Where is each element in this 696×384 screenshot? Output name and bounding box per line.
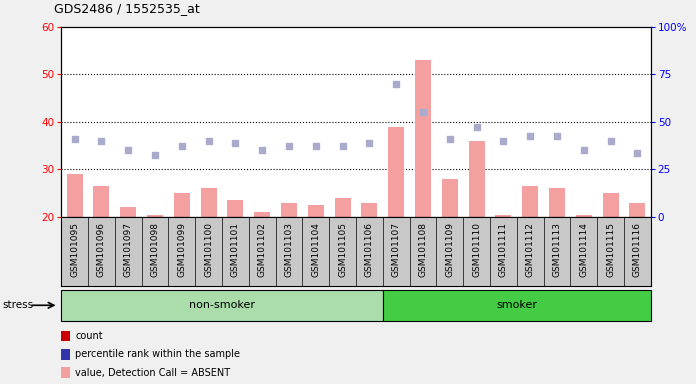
Text: GSM101104: GSM101104 [311,222,320,277]
Bar [281,203,297,217]
Bar [93,186,109,217]
Text: GSM101112: GSM101112 [525,222,535,277]
Text: GSM101115: GSM101115 [606,222,615,278]
Point [150,152,161,158]
Text: GSM101102: GSM101102 [258,222,267,277]
Bar [308,205,324,217]
Text: GSM101105: GSM101105 [338,222,347,278]
Point [310,142,322,149]
Text: GSM101111: GSM101111 [499,222,508,278]
Bar [147,215,163,217]
Bar [174,193,190,217]
Bar [576,215,592,217]
Text: GSM101098: GSM101098 [150,222,159,278]
Bar [361,203,377,217]
Bar [496,215,512,217]
Bar [335,198,351,217]
Bar [383,290,651,321]
Point [122,147,134,154]
Text: stress: stress [2,300,33,310]
Text: non-smoker: non-smoker [189,300,255,310]
Text: GSM101100: GSM101100 [204,222,213,278]
Point [69,136,80,142]
Bar [522,186,538,217]
Bar [549,189,565,217]
Bar [61,290,383,321]
Point [257,147,268,154]
Text: GSM101101: GSM101101 [231,222,240,278]
Point [525,133,536,139]
Point [578,147,590,154]
Point [632,150,643,156]
Point [498,138,509,144]
Bar [468,141,484,217]
Bar [120,207,136,217]
Point [176,142,187,149]
Point [444,136,455,142]
Point [605,138,616,144]
Text: GSM101103: GSM101103 [285,222,294,278]
Point [283,142,294,149]
Text: GSM101107: GSM101107 [392,222,401,278]
Bar [228,200,244,217]
Text: GSM101110: GSM101110 [472,222,481,278]
Text: value, Detection Call = ABSENT: value, Detection Call = ABSENT [75,368,230,378]
Point [418,109,429,116]
Point [471,124,482,130]
Bar [629,203,645,217]
Text: GDS2486 / 1552535_at: GDS2486 / 1552535_at [54,2,200,15]
Text: count: count [75,331,103,341]
Text: GSM101097: GSM101097 [124,222,133,278]
Bar [388,127,404,217]
Text: percentile rank within the sample: percentile rank within the sample [75,349,240,359]
Bar [603,193,619,217]
Text: smoker: smoker [496,300,537,310]
Bar [415,60,431,217]
Point [96,138,107,144]
Text: GSM101096: GSM101096 [97,222,106,278]
Text: GSM101114: GSM101114 [579,222,588,277]
Point [337,142,348,149]
Text: GSM101113: GSM101113 [553,222,562,278]
Text: GSM101099: GSM101099 [177,222,187,278]
Point [551,133,562,139]
Bar [442,179,458,217]
Text: GSM101116: GSM101116 [633,222,642,278]
Bar [67,174,83,217]
Text: GSM101106: GSM101106 [365,222,374,278]
Bar [254,212,270,217]
Bar [200,189,216,217]
Text: GSM101108: GSM101108 [418,222,427,278]
Text: GSM101095: GSM101095 [70,222,79,278]
Text: GSM101109: GSM101109 [445,222,454,278]
Point [364,140,375,146]
Point [390,81,402,87]
Point [230,140,241,146]
Point [203,138,214,144]
